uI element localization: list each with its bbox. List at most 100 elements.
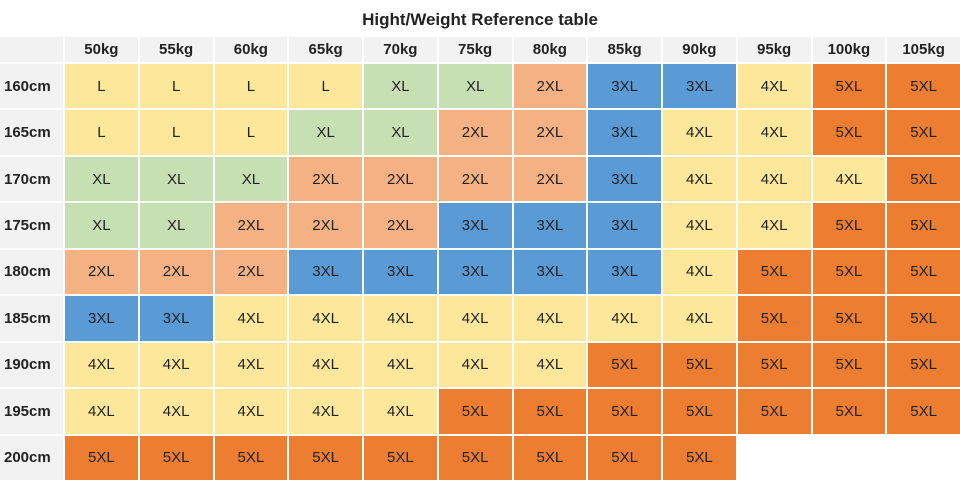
size-cell: 5XL	[737, 296, 811, 341]
size-cell: 5XL	[663, 435, 736, 480]
size-cell: 5XL	[887, 389, 960, 434]
size-cell: 5XL	[513, 389, 587, 434]
size-cell: 4XL	[139, 389, 213, 434]
size-cell: L	[289, 64, 362, 109]
size-cell: 5XL	[812, 389, 886, 434]
size-cell: 2XL	[289, 156, 362, 202]
column-header: 75kg	[438, 37, 512, 62]
size-cell: 5XL	[887, 156, 960, 202]
size-cell: 4XL	[737, 110, 811, 155]
size-cell: 4XL	[289, 389, 362, 434]
size-cell: L	[139, 64, 213, 109]
size-cell: 4XL	[737, 64, 811, 109]
size-cell: 2XL	[438, 110, 512, 155]
column-header: 55kg	[139, 37, 213, 62]
size-cell: 5XL	[737, 249, 811, 295]
size-cell: 3XL	[513, 203, 587, 248]
row-header: 165cm	[0, 110, 63, 155]
empty-cell	[812, 435, 886, 480]
size-cell: 5XL	[887, 203, 960, 248]
size-cell: L	[65, 110, 138, 155]
empty-cell	[887, 435, 960, 480]
size-cell: 2XL	[214, 203, 288, 248]
empty-cell	[737, 435, 811, 480]
column-header: 100kg	[812, 37, 886, 62]
size-cell: 4XL	[214, 342, 288, 388]
size-cell: 4XL	[513, 342, 587, 388]
size-cell: 5XL	[812, 249, 886, 295]
size-cell: 2XL	[289, 203, 362, 248]
size-cell: 2XL	[364, 156, 437, 202]
size-cell: 5XL	[513, 435, 587, 480]
row-header: 160cm	[0, 64, 63, 109]
column-header: 95kg	[737, 37, 811, 62]
size-cell: 4XL	[663, 156, 736, 202]
size-cell: 3XL	[588, 110, 661, 155]
size-cell: 2XL	[513, 110, 587, 155]
size-cell: 4XL	[214, 389, 288, 434]
size-cell: XL	[438, 64, 512, 109]
size-cell: 3XL	[438, 203, 512, 248]
size-cell: XL	[364, 64, 437, 109]
row-header: 200cm	[0, 435, 63, 480]
size-cell: L	[139, 110, 213, 155]
size-cell: 3XL	[663, 64, 736, 109]
size-cell: XL	[139, 203, 213, 248]
size-cell: 3XL	[588, 249, 661, 295]
row-header: 180cm	[0, 249, 63, 295]
size-cell: 2XL	[214, 249, 288, 295]
size-cell: 5XL	[663, 389, 736, 434]
size-cell: 5XL	[588, 342, 661, 388]
size-cell: 5XL	[364, 435, 437, 480]
size-cell: 5XL	[737, 342, 811, 388]
column-header: 60kg	[214, 37, 288, 62]
size-cell: XL	[289, 110, 362, 155]
column-header: 90kg	[663, 37, 736, 62]
column-header: 80kg	[513, 37, 587, 62]
size-cell: 5XL	[65, 435, 138, 480]
size-cell: 2XL	[513, 64, 587, 109]
size-cell: 5XL	[887, 342, 960, 388]
size-cell: 2XL	[65, 249, 138, 295]
size-cell: 4XL	[513, 296, 587, 341]
size-cell: 4XL	[139, 342, 213, 388]
size-cell: 4XL	[65, 389, 138, 434]
size-cell: 5XL	[737, 389, 811, 434]
size-cell: L	[214, 64, 288, 109]
size-cell: 2XL	[438, 156, 512, 202]
size-cell: 5XL	[438, 389, 512, 434]
size-cell: 5XL	[663, 342, 736, 388]
row-header: 175cm	[0, 203, 63, 248]
corner-cell	[0, 37, 63, 62]
size-cell: 5XL	[812, 342, 886, 388]
column-header: 105kg	[887, 37, 960, 62]
size-cell: 4XL	[289, 296, 362, 341]
size-cell: XL	[214, 156, 288, 202]
table-title: Hight/Weight Reference table	[362, 10, 598, 29]
size-cell: 5XL	[812, 110, 886, 155]
size-cell: 5XL	[812, 203, 886, 248]
size-cell: 5XL	[588, 389, 661, 434]
size-cell: 4XL	[364, 389, 437, 434]
size-cell: L	[65, 64, 138, 109]
size-cell: 5XL	[812, 64, 886, 109]
size-cell: 2XL	[513, 156, 587, 202]
column-header: 70kg	[364, 37, 437, 62]
column-header: 65kg	[289, 37, 362, 62]
size-cell: 3XL	[65, 296, 138, 341]
size-cell: 2XL	[364, 203, 437, 248]
size-cell: 5XL	[214, 435, 288, 480]
size-cell: XL	[364, 110, 437, 155]
size-cell: 4XL	[364, 296, 437, 341]
size-cell: 5XL	[887, 64, 960, 109]
row-header: 195cm	[0, 389, 63, 434]
size-cell: 4XL	[663, 203, 736, 248]
size-cell: 4XL	[737, 156, 811, 202]
size-cell: XL	[139, 156, 213, 202]
row-header: 185cm	[0, 296, 63, 341]
size-cell: 4XL	[812, 156, 886, 202]
size-cell: XL	[65, 156, 138, 202]
size-cell: 2XL	[139, 249, 213, 295]
size-cell: 3XL	[289, 249, 362, 295]
size-cell: XL	[65, 203, 138, 248]
